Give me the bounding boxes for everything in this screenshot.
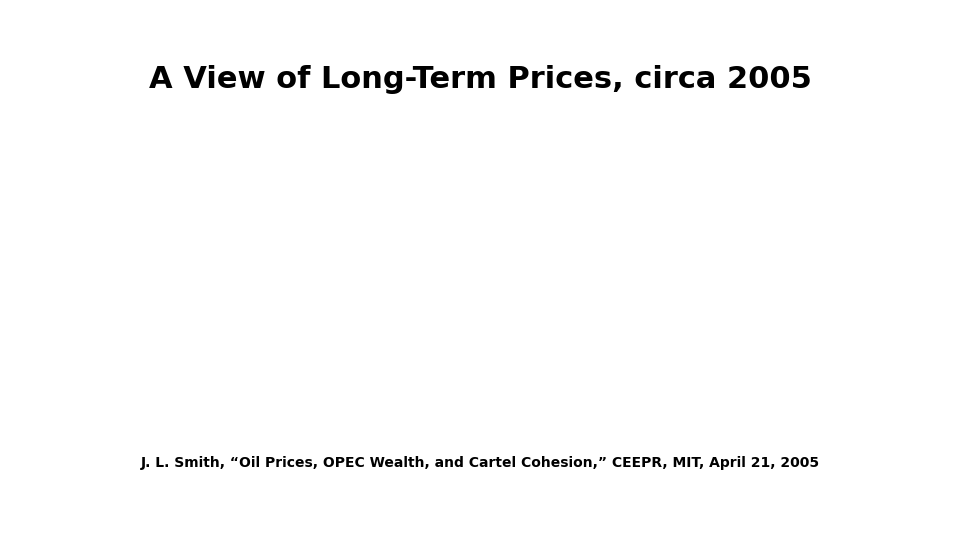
Text: A View of Long-Term Prices, circa 2005: A View of Long-Term Prices, circa 2005 <box>149 65 811 94</box>
Text: J. L. Smith, “Oil Prices, OPEC Wealth, and Cartel Cohesion,” CEEPR, MIT, April 2: J. L. Smith, “Oil Prices, OPEC Wealth, a… <box>140 456 820 470</box>
